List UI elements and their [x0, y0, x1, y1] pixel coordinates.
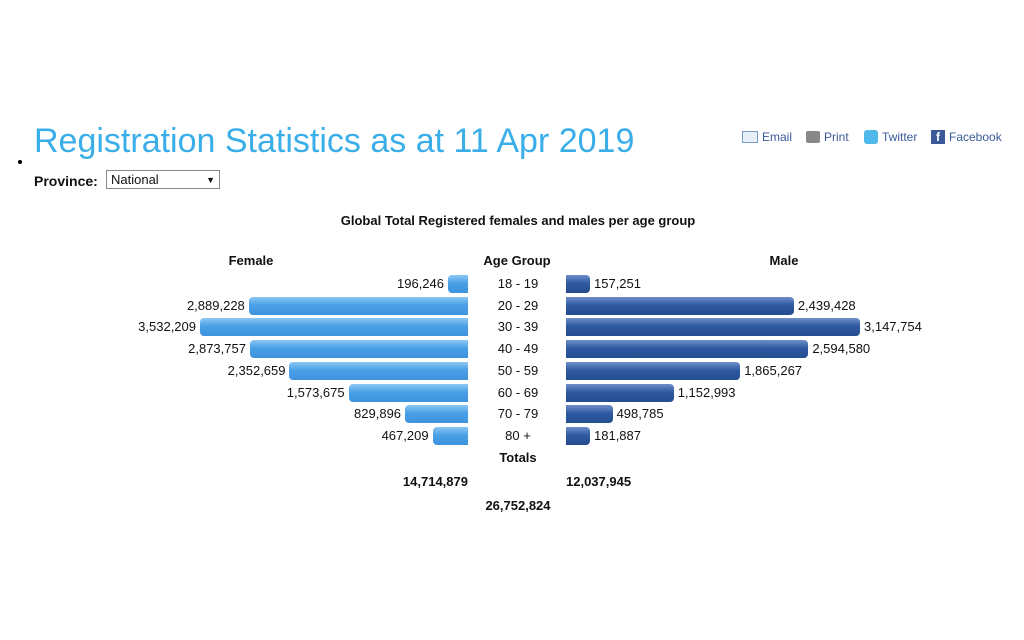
age-group-label: 20 - 29 — [497, 297, 539, 313]
female-bar — [448, 275, 468, 293]
female-value-label: 2,889,228 — [186, 297, 245, 313]
male-total: 12,037,945 — [566, 474, 632, 489]
male-bar — [566, 426, 590, 445]
province-label: Province: — [34, 173, 98, 189]
email-label: Email — [762, 130, 793, 144]
grand-total: 26,752,824 — [485, 498, 551, 513]
age-group-label: 18 - 19 — [497, 276, 539, 291]
age-group-header: Age Group — [483, 253, 551, 268]
female-bar — [249, 340, 468, 359]
female-value-label: 2,352,659 — [227, 362, 286, 378]
twitter-link[interactable]: Twitter — [864, 130, 917, 144]
male-value-label: 181,887 — [594, 427, 641, 443]
male-value-label: 157,251 — [594, 276, 641, 291]
male-bar — [566, 340, 809, 359]
male-header: Male — [769, 253, 799, 268]
male-bar — [566, 296, 794, 315]
female-bar — [405, 405, 468, 424]
female-bar — [348, 383, 468, 402]
female-value-label: 196,246 — [397, 276, 444, 291]
female-value-label: 829,896 — [354, 406, 402, 422]
age-group-label: 40 - 49 — [497, 341, 539, 357]
age-group-label: 60 - 69 — [497, 384, 539, 400]
age-group-label: 70 - 79 — [497, 406, 539, 422]
female-value-label: 1,573,675 — [286, 384, 345, 400]
totals-label: Totals — [499, 450, 537, 465]
female-value-label: 467,209 — [381, 427, 429, 443]
twitter-icon — [864, 130, 878, 144]
female-bar — [432, 426, 468, 445]
male-value-label: 1,152,993 — [677, 384, 736, 400]
email-icon — [742, 131, 758, 143]
print-icon — [806, 131, 820, 143]
female-bar — [289, 361, 468, 380]
male-bar — [566, 318, 860, 337]
facebook-icon: f — [931, 130, 945, 144]
male-bar — [566, 361, 741, 380]
age-group-label: 30 - 39 — [497, 319, 539, 335]
print-label: Print — [824, 130, 849, 144]
province-select[interactable]: National ▼ — [106, 170, 220, 189]
male-bar — [566, 405, 613, 424]
male-value-label: 3,147,754 — [864, 319, 922, 335]
facebook-label: Facebook — [949, 130, 1002, 144]
bullet-dot — [18, 160, 22, 164]
email-link[interactable]: Email — [742, 130, 792, 144]
female-total: 14,714,879 — [402, 474, 468, 489]
male-bar — [566, 275, 590, 293]
facebook-link[interactable]: f Facebook — [931, 130, 1002, 144]
male-value-label: 1,865,267 — [744, 362, 803, 378]
male-value-label: 2,594,580 — [812, 341, 871, 357]
male-value-label: 2,439,428 — [797, 297, 856, 313]
female-bar — [200, 318, 468, 337]
print-link[interactable]: Print — [806, 130, 849, 144]
male-bar — [566, 383, 674, 402]
page-title: Registration Statistics as at 11 Apr 201… — [34, 122, 635, 160]
age-group-label: 50 - 59 — [497, 362, 539, 378]
chevron-down-icon: ▼ — [206, 174, 215, 185]
twitter-label: Twitter — [882, 130, 918, 144]
female-header: Female — [228, 253, 274, 268]
female-value-label: 3,532,209 — [138, 319, 196, 335]
age-group-label: 80 + — [505, 427, 531, 443]
male-value-label: 498,785 — [616, 406, 664, 422]
female-value-label: 2,873,757 — [188, 341, 246, 357]
female-bar — [248, 296, 468, 315]
province-value: National — [111, 172, 159, 187]
chart-title: Global Total Registered females and male… — [340, 213, 696, 228]
